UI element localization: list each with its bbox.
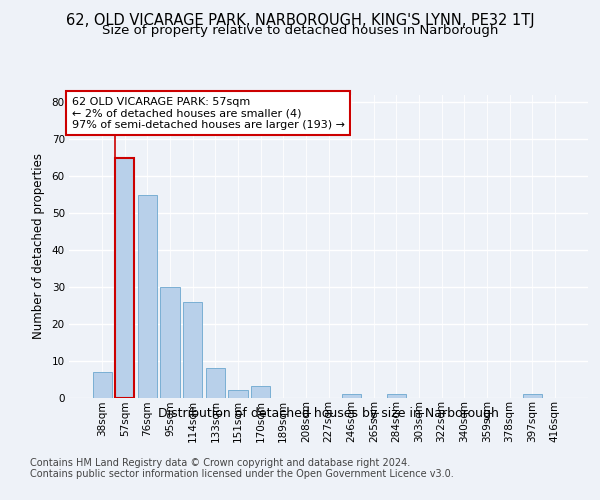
Bar [251,386,270,398]
Bar [523,394,542,398]
Bar [341,394,361,398]
Y-axis label: Number of detached properties: Number of detached properties [32,153,45,340]
Bar [138,194,157,398]
Bar [387,394,406,398]
Text: Size of property relative to detached houses in Narborough: Size of property relative to detached ho… [102,24,498,37]
Bar [183,302,202,398]
Bar [115,158,134,398]
Text: 62 OLD VICARAGE PARK: 57sqm
← 2% of detached houses are smaller (4)
97% of semi-: 62 OLD VICARAGE PARK: 57sqm ← 2% of deta… [71,96,344,130]
Bar [160,287,180,398]
Bar [92,372,112,398]
Text: Distribution of detached houses by size in Narborough: Distribution of detached houses by size … [158,408,499,420]
Bar [229,390,248,398]
Text: 62, OLD VICARAGE PARK, NARBOROUGH, KING'S LYNN, PE32 1TJ: 62, OLD VICARAGE PARK, NARBOROUGH, KING'… [65,12,535,28]
Text: Contains HM Land Registry data © Crown copyright and database right 2024.
Contai: Contains HM Land Registry data © Crown c… [30,458,454,479]
Bar [206,368,225,398]
